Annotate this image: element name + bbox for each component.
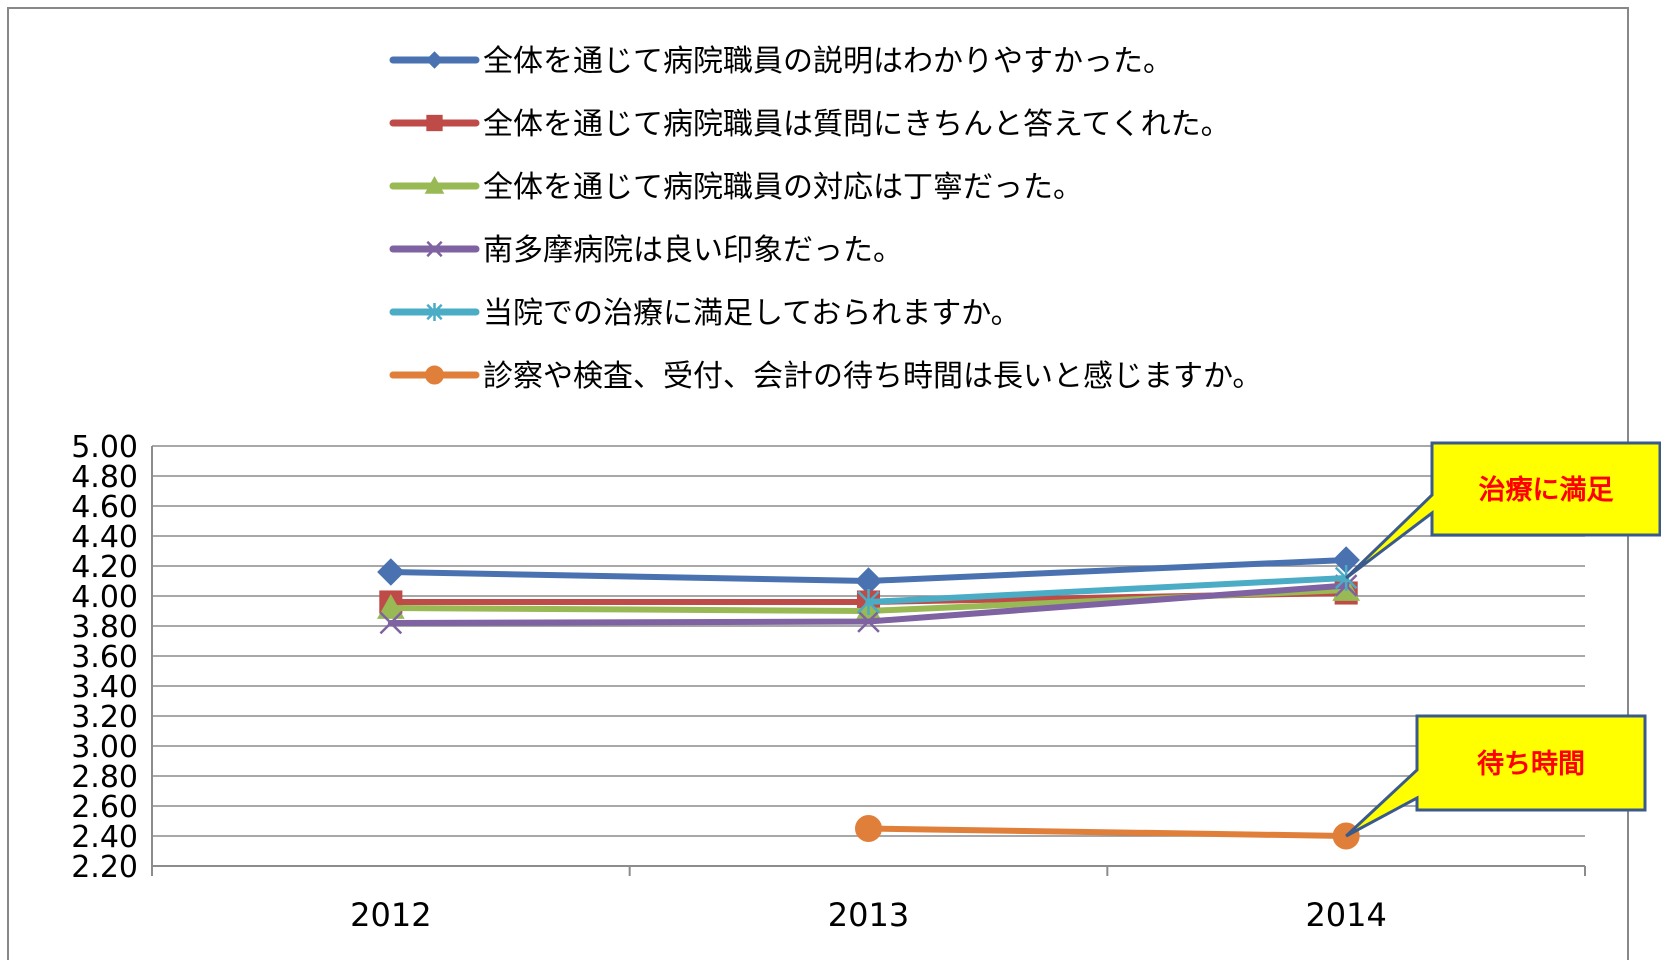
data-point-series-3 — [857, 610, 880, 633]
x-tick-label: 2013 — [828, 896, 909, 934]
legend-marker — [426, 303, 443, 321]
y-tick-label: 2.80 — [71, 760, 138, 795]
x-tick-label: 2012 — [350, 896, 431, 934]
data-point-series-3 — [379, 611, 403, 635]
legend-marker — [424, 175, 445, 194]
legend-marker — [425, 51, 444, 69]
data-point-series-5 — [855, 815, 882, 842]
y-tick-label: 2.40 — [71, 820, 138, 855]
y-tick-label: 4.80 — [71, 460, 138, 495]
callout-box — [1345, 441, 1661, 580]
y-tick-label: 3.40 — [71, 670, 138, 705]
series-line-4 — [865, 575, 1350, 605]
series-line-5 — [865, 825, 1350, 839]
data-point-series-0 — [377, 558, 405, 586]
y-tick-label: 3.20 — [71, 700, 138, 735]
legend-marker — [426, 114, 443, 132]
callout-label: 待ち時間 — [1477, 749, 1585, 780]
legend-label: 南多摩病院は良い印象だった。 — [483, 233, 903, 268]
legend-marker — [425, 365, 444, 385]
y-tick-label: 2.20 — [71, 850, 138, 885]
data-point-series-4 — [857, 589, 880, 615]
callout-box — [1345, 714, 1647, 838]
y-tick-label: 3.00 — [71, 730, 138, 765]
y-tick-label: 4.60 — [71, 490, 138, 525]
y-tick-label: 5.00 — [71, 430, 138, 465]
y-tick-label: 3.60 — [71, 640, 138, 675]
y-tick-label: 4.00 — [71, 580, 138, 615]
y-tick-label: 4.20 — [71, 550, 138, 585]
chart-frame — [7, 7, 1629, 964]
y-tick-label: 2.60 — [71, 790, 138, 825]
legend-label: 全体を通じて病院職員は質問にきちんと答えてくれた。 — [483, 107, 1231, 142]
legend-label: 診察や検査、受付、会計の待ち時間は長いと感じますか。 — [483, 359, 1262, 394]
y-tick-label: 3.80 — [71, 610, 138, 645]
data-point-series-2 — [376, 593, 405, 619]
legend-label: 当院での治療に満足しておられますか。 — [483, 296, 1021, 331]
legend-marker — [426, 240, 443, 258]
legend-label: 全体を通じて病院職員の対応は丁寧だった。 — [483, 170, 1083, 205]
y-tick-label: 4.40 — [71, 520, 138, 555]
legend-label: 全体を通じて病院職員の説明はわかりやすかった。 — [483, 44, 1173, 79]
callout-label: 治療に満足 — [1479, 475, 1614, 506]
x-tick-label: 2014 — [1305, 896, 1386, 934]
